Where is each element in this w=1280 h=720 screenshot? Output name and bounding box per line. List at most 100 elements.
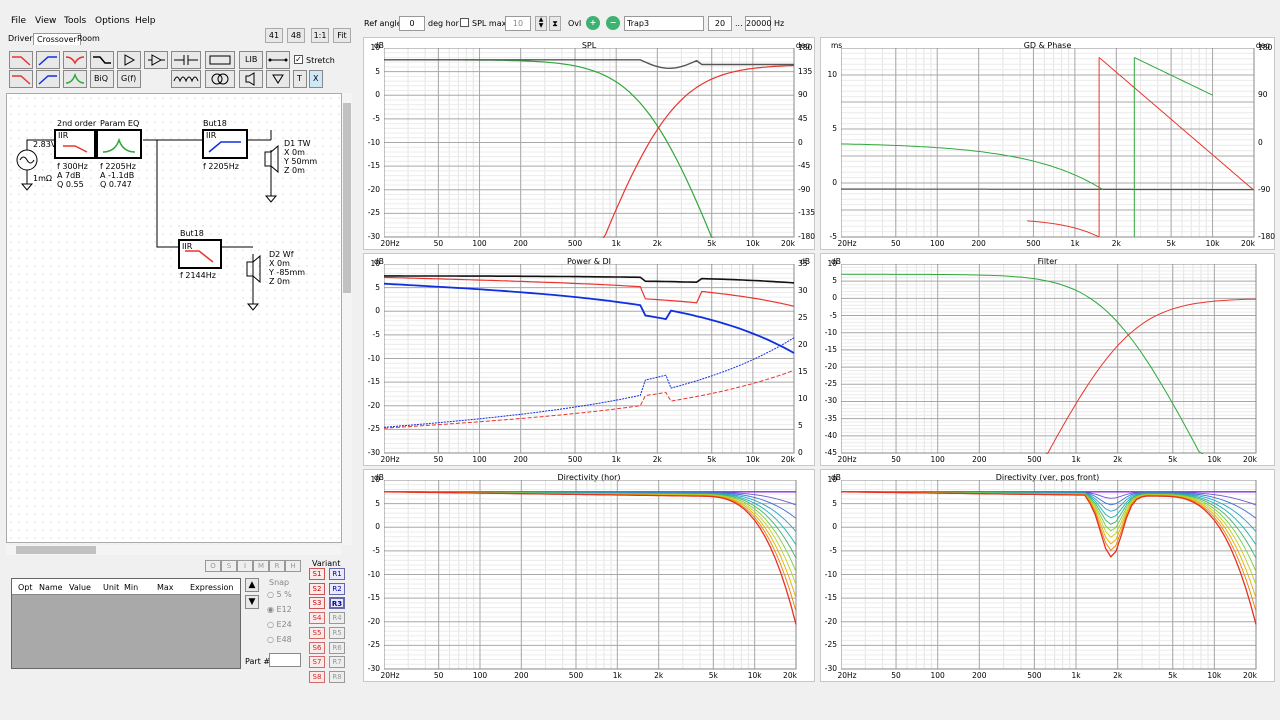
variant-r-button[interactable]: R8 [329, 670, 345, 683]
snap-option[interactable]: ◉ E12 [267, 605, 292, 614]
directivity-curve [384, 491, 797, 599]
amp-icon[interactable] [144, 51, 168, 69]
menu-options[interactable]: Options [95, 16, 130, 26]
chart-panel[interactable]: Directivity (ver, pos front) dB 10 5 0 -5 -10-… [820, 469, 1275, 682]
schematic-vscrollbar[interactable] [342, 93, 352, 545]
schematic-canvas[interactable]: 2.83V 1mΩ 2nd order IIR f 300Hz A 7dB Q … [6, 93, 342, 543]
chart-panel[interactable]: Directivity (hor) dB 10 5 0 -5 -10 -15 -20 -25 -30… [363, 469, 815, 682]
variant-s-button[interactable]: S7 [309, 656, 325, 669]
variant-s-button[interactable]: S6 [309, 641, 325, 654]
wire-icon[interactable] [266, 51, 290, 69]
add-overlay-icon[interactable]: + [586, 16, 600, 30]
chart-panel[interactable]: GD & Phase ms deg 10 5 0 -5 180 90 0 -90 -180 20Hz 50… [820, 37, 1275, 250]
tab-drivers[interactable]: Drivers [8, 34, 37, 43]
buffer-icon[interactable] [117, 51, 141, 69]
gf-button[interactable]: G(f) [117, 70, 141, 88]
opt-button-h[interactable]: H [285, 560, 301, 572]
x-tick-label: 50 [891, 239, 901, 248]
ground-tool-icon[interactable] [266, 70, 290, 88]
move-up-button[interactable]: ▲ [245, 578, 259, 592]
parameter-table[interactable]: Opt Name Value Unit Min Max Expression [11, 578, 241, 669]
freq-max-input[interactable]: 20000 [745, 16, 771, 31]
radio-icon: ○ [267, 620, 277, 629]
block3-freq: f 2205Hz [203, 162, 239, 171]
tab-room[interactable]: Room [77, 34, 100, 43]
y-unit-label: dB [831, 473, 841, 482]
y-tick-label: 0 [375, 522, 380, 532]
x-tick-label: 50 [433, 455, 444, 464]
t-button[interactable]: T [293, 70, 307, 88]
opt-button-m[interactable]: M [253, 560, 269, 572]
y-right-tick-label: 15 [798, 367, 808, 376]
x-button[interactable]: X [309, 70, 323, 88]
transformer-icon[interactable] [205, 70, 235, 88]
variant-r-button[interactable]: R7 [329, 656, 345, 669]
speaker-tool-icon[interactable] [239, 70, 263, 88]
menu-tools[interactable]: Tools [64, 16, 87, 26]
variant-r-button[interactable]: R6 [329, 641, 345, 654]
variant-s-button[interactable]: S4 [309, 612, 325, 625]
variant-s-button[interactable]: S8 [309, 670, 325, 683]
chart-title: SPL [581, 41, 597, 50]
zoom-1to1-button[interactable]: 1:1 [311, 28, 329, 43]
lowpass-red-tool-2[interactable] [9, 70, 33, 88]
spl-max-checkbox[interactable] [460, 18, 469, 27]
resistor-icon[interactable] [205, 51, 235, 69]
y-right-tick-label: 135 [798, 66, 813, 76]
variant-s-button[interactable]: S5 [309, 626, 325, 639]
chart-panel[interactable]: Power & DI dB dB 10 5 0 -5 -10 -15 -20 -25 -30 35 30 2… [363, 253, 815, 466]
part-number-input[interactable] [269, 653, 301, 667]
ref-angle-input[interactable]: 0 [399, 16, 425, 31]
move-down-button[interactable]: ▼ [245, 595, 259, 609]
schematic-hscrollbar[interactable] [6, 545, 342, 555]
opt-button-s[interactable]: S [221, 560, 237, 572]
variant-s-button[interactable]: S1 [309, 568, 325, 580]
notch-red-tool[interactable] [63, 51, 87, 69]
y-tick-label: -20 [367, 184, 380, 194]
remove-overlay-icon[interactable]: − [606, 16, 620, 30]
tab-crossover[interactable]: Crossover [33, 33, 81, 45]
phase-green-curve [1134, 57, 1213, 96]
hourglass-icon[interactable]: ⧗ [549, 16, 561, 31]
snap-option[interactable]: ○ E48 [267, 635, 292, 644]
y-tick-label: -20 [367, 400, 380, 410]
stretch-checkbox[interactable]: ✓ [294, 55, 303, 64]
peak-green-tool[interactable] [63, 70, 87, 88]
y-tick-label: -15 [824, 344, 837, 354]
overlay-name-input[interactable]: Trap3 [624, 16, 704, 31]
snap-option[interactable]: ○ 5 % [267, 590, 292, 599]
highpass-blue-tool-2[interactable] [36, 70, 60, 88]
shelf-black-tool[interactable] [90, 51, 114, 69]
variant-s-button[interactable]: S3 [309, 597, 325, 610]
inductor-icon[interactable] [171, 70, 201, 88]
variant-r-button[interactable]: R2 [329, 582, 345, 595]
chart-panel[interactable]: Filter dB 10 5 0 -5 -10 -15 -20 -25 -30 -35 -40 -45 20… [820, 253, 1275, 466]
capacitor-icon[interactable] [171, 51, 201, 69]
variant-r-button[interactable]: R1 [329, 568, 345, 580]
opt-button-i[interactable]: I [237, 560, 253, 572]
variant-r-button[interactable]: R3 [329, 597, 345, 610]
variant-r-button[interactable]: R4 [329, 612, 345, 625]
opt-button-r[interactable]: R [269, 560, 285, 572]
biq-button[interactable]: BiQ [90, 70, 114, 88]
highpass-blue-tool[interactable] [36, 51, 60, 69]
snap-option[interactable]: ○ E24 [267, 620, 292, 629]
menu-file[interactable]: File [11, 16, 27, 26]
menu-view[interactable]: View [35, 16, 57, 26]
spl-max-spinner[interactable]: ▲ ▼ [535, 16, 547, 31]
variant-s-button[interactable]: S2 [309, 582, 325, 595]
gd-tweeter-curve [1027, 220, 1100, 238]
variant-r-button[interactable]: R5 [329, 626, 345, 639]
lowpass-red-tool[interactable] [9, 51, 33, 69]
zoom-41-button[interactable]: 41 [265, 28, 283, 43]
menu-help[interactable]: Help [135, 16, 156, 26]
driver1-name: D1 TW [284, 139, 311, 148]
chart-panel[interactable]: SPL dB deg 10 5 0 -5 -10 -15 -20 -25 -30 180 135 90 45 0… [363, 37, 815, 250]
freq-min-input[interactable]: 20 [708, 16, 732, 31]
lib-button[interactable]: LIB [239, 51, 263, 69]
zoom-48-button[interactable]: 48 [287, 28, 305, 43]
block3-type: IIR [206, 131, 217, 140]
zoom-fit-button[interactable]: Fit [333, 28, 351, 43]
spl-max-input[interactable]: 10 [505, 16, 531, 31]
opt-button-o[interactable]: O [205, 560, 221, 572]
